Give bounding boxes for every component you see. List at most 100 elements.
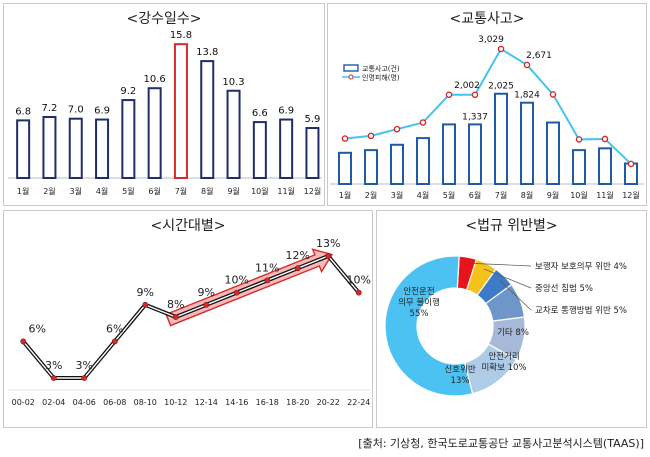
accident-bar <box>416 137 430 186</box>
violation-chart: 보행자 보호의무 위반 4% 중앙선 침범 5% 교차로 통행방법 위반 5% 기타 … <box>384 255 627 397</box>
rain-bar <box>252 121 267 179</box>
rain-chart-title: <강수일수> <box>126 11 202 27</box>
traffic-month-label: 5월 <box>443 190 455 200</box>
violation-slice <box>384 255 474 397</box>
violation-slice-label: 안전운전 의무 불이행 55% <box>398 286 440 319</box>
hourly-time-label: 10-12 <box>164 398 187 407</box>
casualty-point <box>549 91 557 98</box>
hourly-point <box>355 289 362 296</box>
traffic-month-label: 1월 <box>339 190 351 200</box>
hourly-time-label: 14-16 <box>225 398 248 407</box>
hourly-data-label: 11% <box>255 261 279 274</box>
rain-month-label: 11월 <box>277 186 295 196</box>
accident-bar <box>390 143 404 185</box>
hourly-time-label: 02-04 <box>42 398 65 407</box>
accident-bar <box>364 149 378 186</box>
hourly-point <box>111 338 118 345</box>
traffic-month-label: 10월 <box>570 190 588 200</box>
hourly-time-label: 00-02 <box>12 398 35 407</box>
hourly-data-label: 10% <box>225 274 249 287</box>
traffic-month-label: 4월 <box>417 190 429 200</box>
casualty-point <box>497 45 505 53</box>
rain-data-label: 9.2 <box>120 86 136 97</box>
casualty-data-label: 3,029 <box>478 35 504 45</box>
rain-bar <box>173 43 188 180</box>
rain-month-label: 1월 <box>17 186 29 196</box>
hourly-time-label: 06-08 <box>103 398 126 407</box>
traffic-month-label: 8월 <box>521 190 533 200</box>
violation-chart-panel: <법규 위반별> 보행자 보호의무 위반 4% 중앙선 침범 5% 교차로 통행방법… <box>376 210 647 428</box>
rain-data-label: 5.9 <box>304 114 320 125</box>
hourly-data-label: 9% <box>137 286 154 299</box>
traffic-month-label: 12월 <box>622 190 640 200</box>
hourly-chart-title: <시간대별> <box>150 218 226 234</box>
hourly-data-label: 8% <box>167 298 184 311</box>
rain-bar <box>68 117 83 179</box>
casualty-point <box>627 160 635 168</box>
hourly-point <box>233 289 240 296</box>
legend-line-marker <box>348 74 354 80</box>
hourly-data-label: 3% <box>45 359 62 372</box>
legend-bar-label: 교통사고(건) <box>362 64 400 73</box>
traffic-month-label: 3월 <box>391 190 403 200</box>
traffic-chart: 1월 2월 3월 4월 5월 1,337 6월 2,025 7월 1,824 8월 9월 10월 11월 1… <box>330 35 644 200</box>
rain-data-label: 7.0 <box>68 105 84 116</box>
rain-bar <box>42 116 57 179</box>
accident-bar <box>520 101 534 185</box>
rain-bar <box>121 99 136 179</box>
violation-slice-label: 신호위반 13% <box>444 364 475 386</box>
casualty-point <box>341 135 349 142</box>
hourly-data-label: 6% <box>106 322 123 335</box>
hourly-point <box>325 253 332 259</box>
hourly-data-label: 12% <box>286 249 310 262</box>
violation-leader-line <box>499 280 532 311</box>
hourly-point <box>50 375 57 381</box>
casualty-line <box>344 47 632 165</box>
casualty-point <box>419 119 427 126</box>
violation-slice-label: 기타 8% <box>497 328 529 338</box>
hourly-data-label: 10% <box>347 274 371 287</box>
accident-bar <box>572 149 586 186</box>
hourly-point <box>20 338 27 345</box>
rain-bar <box>305 127 320 179</box>
casualty-point <box>523 61 531 69</box>
hourly-point <box>264 277 271 284</box>
hourly-time-label: 18-20 <box>286 398 309 407</box>
rain-data-label: 6.9 <box>278 106 294 117</box>
rain-data-label: 6.8 <box>15 106 31 117</box>
hourly-time-label: 20-22 <box>317 398 340 407</box>
hourly-time-label: 12-14 <box>195 398 218 407</box>
traffic-chart-panel: <교통사고> 1월 2월 3월 4월 5월 1,337 6월 2,025 7월 1,824 8월 9월… <box>327 3 647 206</box>
rain-month-label: 6월 <box>148 186 160 196</box>
violation-leader-line <box>466 262 532 267</box>
hourly-time-label: 22-24 <box>347 398 370 407</box>
rain-data-label: 7.2 <box>41 103 57 114</box>
casualty-point <box>601 135 609 143</box>
legend-bar-swatch <box>343 64 359 72</box>
traffic-month-label: 6월 <box>469 190 481 200</box>
accident-bar <box>442 123 456 185</box>
hourly-point <box>294 265 301 272</box>
traffic-month-label: 9월 <box>547 190 559 200</box>
accident-bar <box>468 123 482 185</box>
rain-data-label: 10.3 <box>222 77 244 88</box>
hourly-point <box>81 375 88 381</box>
rain-month-label: 12월 <box>304 186 322 196</box>
rain-bar <box>16 119 31 179</box>
hourly-chart: 6% 00-02 3% 02-04 3% 04-06 6% 06-08 9% 08-10 8% 10-… <box>8 237 371 407</box>
casualty-point <box>393 125 401 133</box>
casualty-point <box>445 91 453 99</box>
rain-chart-panel: <강수일수> 6.8 1월 7.2 2월 7.0 3월 6.9 4월 9.2 5월 10.6 6월 15… <box>3 3 325 206</box>
rain-bar <box>279 118 294 179</box>
casualty-point <box>471 91 479 99</box>
hourly-point <box>172 314 179 320</box>
rain-month-label: 2월 <box>43 186 55 196</box>
rain-bar <box>95 118 110 179</box>
hourly-time-label: 04-06 <box>73 398 96 407</box>
rain-data-label: 15.8 <box>170 30 192 41</box>
rain-data-label: 10.6 <box>144 74 166 85</box>
rain-month-label: 7월 <box>175 186 187 196</box>
rain-bar <box>200 60 215 179</box>
traffic-month-label: 2월 <box>365 190 377 200</box>
hourly-time-label: 08-10 <box>134 398 157 407</box>
